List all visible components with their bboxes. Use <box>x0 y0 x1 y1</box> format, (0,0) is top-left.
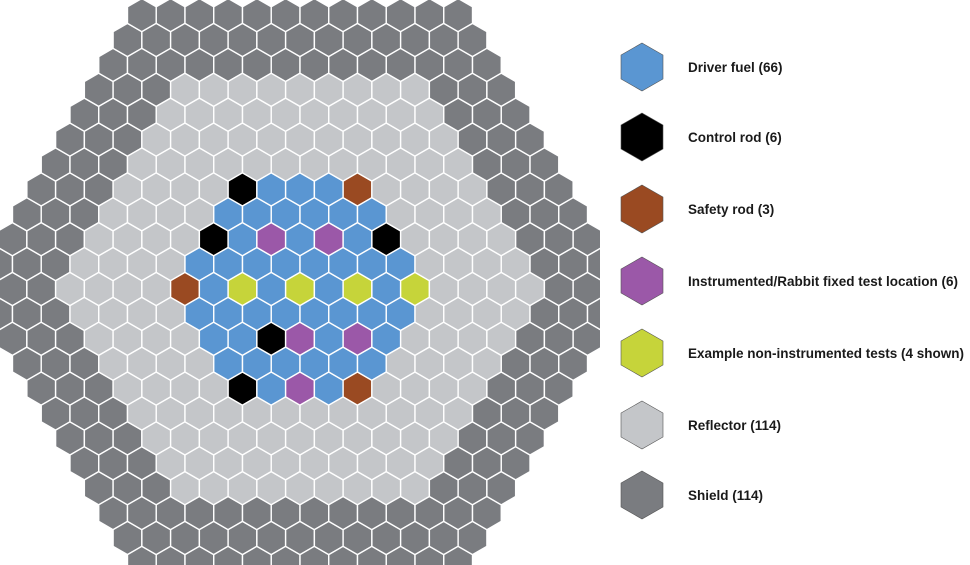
legend-label-reflector: Reflector (114) <box>688 417 782 433</box>
legend-label-safety-rod: Safety rod (3) <box>688 201 775 217</box>
core-hex-shield <box>586 247 600 281</box>
legend-label-driver-fuel: Driver fuel (66) <box>688 59 783 75</box>
legend-item-non-instrumented-test: Example non-instrumented tests (4 shown) <box>618 328 964 378</box>
hexagon-icon <box>620 112 664 162</box>
reactor-core-map <box>0 0 600 565</box>
legend-item-safety-rod: Safety rod (3) <box>618 184 774 234</box>
hexagon-icon <box>620 470 664 520</box>
hexagon-icon <box>620 400 664 450</box>
core-hex-shield <box>572 321 600 357</box>
legend-item-reflector: Reflector (114) <box>618 400 781 450</box>
hexagon-icon <box>620 256 664 306</box>
legend-label-control-rod: Control rod (6) <box>688 129 782 145</box>
legend-item-shield: Shield (114) <box>618 470 763 520</box>
legend-item-driver-fuel: Driver fuel (66) <box>618 42 783 92</box>
legend-label-instrumented-test: Instrumented/Rabbit fixed test location … <box>688 273 959 289</box>
core-hex-grid <box>0 0 600 565</box>
legend-item-instrumented-test: Instrumented/Rabbit fixed test location … <box>618 256 958 306</box>
legend-item-control-rod: Control rod (6) <box>618 112 782 162</box>
hexagon-icon <box>620 328 664 378</box>
hexagon-icon <box>620 42 664 92</box>
legend-label-non-instrumented-test: Example non-instrumented tests (4 shown) <box>688 345 965 361</box>
legend: Driver fuel (66) Control rod (6) Safety … <box>618 0 968 565</box>
legend-label-shield: Shield (114) <box>688 487 764 503</box>
hexagon-icon <box>620 184 664 234</box>
core-hex-shield <box>586 297 600 331</box>
